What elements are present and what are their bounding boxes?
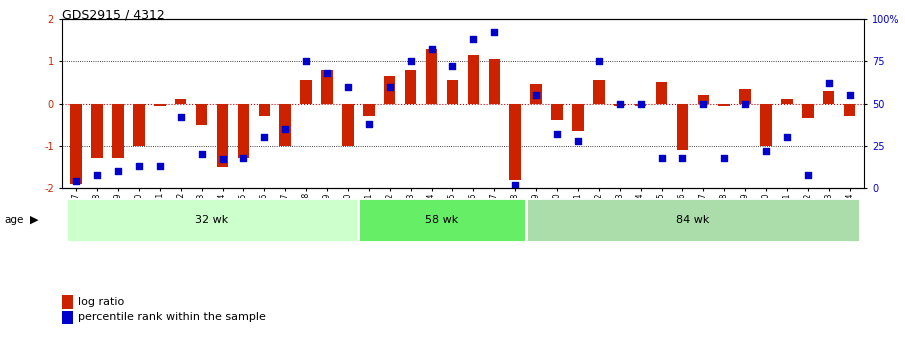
Point bbox=[508, 182, 522, 187]
Point bbox=[801, 172, 815, 177]
Bar bbox=[154, 104, 166, 106]
Bar bbox=[66, 198, 358, 241]
Point bbox=[383, 84, 397, 89]
Point bbox=[131, 163, 146, 169]
Point bbox=[758, 148, 773, 154]
Point bbox=[822, 80, 836, 86]
Text: 58 wk: 58 wk bbox=[425, 215, 459, 225]
Bar bbox=[358, 198, 526, 241]
Bar bbox=[677, 104, 688, 150]
Bar bbox=[384, 76, 395, 104]
Bar bbox=[91, 104, 103, 158]
Point bbox=[675, 155, 690, 160]
Point bbox=[843, 92, 857, 98]
Point bbox=[236, 155, 251, 160]
Point bbox=[299, 58, 313, 64]
Point bbox=[571, 138, 586, 144]
Bar bbox=[71, 104, 82, 184]
Bar bbox=[238, 104, 249, 158]
Point bbox=[696, 101, 710, 106]
Bar bbox=[280, 104, 291, 146]
Bar bbox=[342, 104, 354, 146]
Point bbox=[340, 84, 355, 89]
Point bbox=[780, 135, 795, 140]
Bar bbox=[572, 104, 584, 131]
Bar bbox=[217, 104, 228, 167]
Point bbox=[549, 131, 564, 137]
Point bbox=[445, 63, 460, 69]
Bar bbox=[259, 104, 270, 116]
Bar bbox=[698, 95, 709, 104]
Point bbox=[362, 121, 376, 127]
Bar bbox=[489, 59, 500, 104]
Bar bbox=[843, 104, 855, 116]
Bar bbox=[760, 104, 772, 146]
Text: GDS2915 / 4312: GDS2915 / 4312 bbox=[62, 9, 165, 22]
Text: 84 wk: 84 wk bbox=[676, 215, 710, 225]
Point bbox=[529, 92, 543, 98]
Bar bbox=[823, 91, 834, 103]
Bar bbox=[468, 55, 479, 104]
Bar bbox=[321, 70, 333, 104]
Bar bbox=[363, 104, 375, 116]
Bar bbox=[593, 80, 605, 104]
Point bbox=[69, 178, 83, 184]
Bar bbox=[425, 49, 437, 104]
Point bbox=[195, 151, 209, 157]
Bar bbox=[133, 104, 145, 146]
Point bbox=[592, 58, 606, 64]
Bar bbox=[195, 104, 207, 125]
Point bbox=[153, 163, 167, 169]
Point bbox=[738, 101, 752, 106]
Bar bbox=[614, 104, 625, 106]
Point bbox=[466, 37, 481, 42]
Point bbox=[215, 157, 230, 162]
Bar bbox=[719, 104, 730, 106]
Bar bbox=[802, 104, 814, 118]
Bar bbox=[634, 104, 646, 106]
Bar bbox=[551, 104, 563, 120]
Bar bbox=[405, 70, 416, 104]
Text: ▶: ▶ bbox=[30, 215, 38, 225]
Text: 32 wk: 32 wk bbox=[195, 215, 229, 225]
Point bbox=[654, 155, 669, 160]
Point bbox=[487, 30, 501, 35]
Bar bbox=[112, 104, 124, 158]
Point bbox=[717, 155, 731, 160]
Point bbox=[424, 47, 439, 52]
Bar bbox=[300, 80, 312, 104]
Point bbox=[319, 70, 334, 76]
Point bbox=[90, 172, 104, 177]
Point bbox=[174, 114, 188, 120]
Text: log ratio: log ratio bbox=[78, 297, 124, 307]
Bar bbox=[656, 82, 667, 104]
Point bbox=[404, 58, 418, 64]
Bar bbox=[739, 89, 751, 104]
Point bbox=[257, 135, 272, 140]
Bar bbox=[175, 99, 186, 104]
Text: age: age bbox=[5, 215, 24, 225]
Bar bbox=[530, 85, 542, 103]
Text: percentile rank within the sample: percentile rank within the sample bbox=[78, 313, 266, 322]
Bar bbox=[526, 198, 860, 241]
Point bbox=[278, 126, 292, 132]
Point bbox=[613, 101, 627, 106]
Bar bbox=[447, 80, 458, 104]
Bar bbox=[781, 99, 793, 104]
Bar bbox=[510, 104, 521, 179]
Point bbox=[634, 101, 648, 106]
Point bbox=[110, 168, 125, 174]
